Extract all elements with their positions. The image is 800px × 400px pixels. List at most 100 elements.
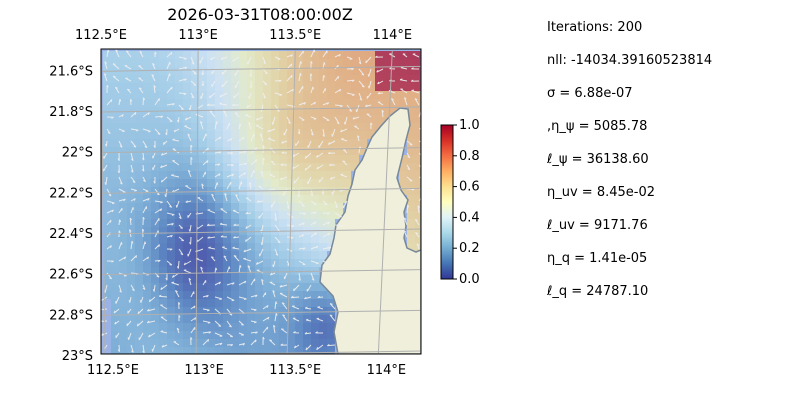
vector-arrow — [399, 78, 408, 82]
heatmap-cell — [335, 131, 343, 139]
vector-arrow — [259, 248, 264, 257]
heatmap-cell — [351, 139, 359, 147]
heatmap-cell — [239, 67, 247, 75]
heatmap-cell — [255, 67, 263, 75]
heatmap-cell — [295, 91, 303, 99]
heatmap-cell — [111, 315, 119, 323]
heatmap-cell — [271, 83, 279, 91]
heatmap-cell — [415, 171, 421, 179]
vector-arrow — [226, 122, 231, 130]
heatmap-cell — [143, 307, 151, 315]
heatmap-cell — [407, 219, 415, 227]
vector-arrow — [160, 164, 168, 169]
vector-arrow — [130, 284, 135, 292]
heatmap-cell — [327, 115, 335, 123]
vector-arrow — [418, 152, 421, 158]
heatmap-cell — [127, 203, 135, 211]
vector-arrow — [400, 88, 408, 94]
heatmap-cell — [263, 163, 271, 171]
heatmap-cell — [311, 259, 319, 267]
vector-arrow — [220, 208, 228, 214]
vector-arrow — [328, 163, 336, 166]
heatmap-cell — [159, 203, 167, 211]
heatmap-cell — [207, 203, 215, 211]
heatmap-cell — [319, 179, 327, 187]
heatmap-cell — [303, 251, 311, 259]
heatmap-cell — [223, 163, 231, 171]
y-tick-label: 22.6°S — [49, 268, 93, 283]
heatmap-cell — [303, 187, 311, 195]
heatmap-cell — [111, 107, 119, 115]
heatmap-cell — [375, 107, 383, 115]
heatmap-cell — [335, 139, 343, 147]
heatmap-cell — [183, 251, 191, 259]
heatmap-cell — [295, 283, 303, 291]
vector-arrow — [322, 246, 332, 250]
heatmap-cell — [175, 331, 183, 339]
heatmap-cell — [303, 211, 311, 219]
vector-arrow — [298, 272, 301, 281]
heatmap-cell — [159, 211, 167, 219]
heatmap-cell — [311, 51, 319, 59]
heatmap-cell — [167, 275, 175, 283]
heatmap-cell — [103, 211, 111, 219]
heatmap-cell — [335, 107, 343, 115]
heatmap-cell — [143, 91, 151, 99]
heatmap-cell — [287, 99, 295, 107]
heatmap-cell — [247, 227, 255, 235]
heatmap-cell — [247, 107, 255, 115]
vector-arrow — [154, 98, 160, 106]
heatmap-cell — [151, 131, 159, 139]
vector-arrow — [154, 200, 163, 204]
heatmap-cell — [279, 339, 287, 347]
heatmap-cell — [199, 251, 207, 259]
heatmap-cell — [135, 299, 143, 307]
vector-arrow — [346, 79, 355, 82]
heatmap-cell — [279, 59, 287, 67]
vector-arrow — [106, 219, 112, 226]
vector-arrow — [297, 128, 301, 135]
heatmap-cell — [255, 211, 263, 219]
vector-arrow — [200, 266, 204, 274]
vector-arrow — [190, 305, 196, 310]
vector-arrow — [178, 212, 182, 220]
heatmap-cell — [127, 299, 135, 307]
heatmap-cell — [255, 339, 263, 347]
vector-arrow — [258, 212, 264, 219]
vector-arrow — [357, 135, 360, 142]
vector-arrow — [137, 308, 144, 315]
heatmap-cell — [239, 283, 247, 291]
heatmap-cell — [263, 331, 271, 339]
heatmap-cell — [383, 51, 391, 59]
heatmap-cell — [231, 203, 239, 211]
vector-arrow — [113, 308, 120, 314]
heatmap-cell — [127, 75, 135, 83]
heatmap-cell — [103, 251, 111, 259]
vector-arrow — [279, 292, 288, 298]
heatmap-cell — [263, 251, 271, 259]
vector-arrow — [209, 110, 216, 118]
heatmap-cell — [343, 155, 351, 163]
heatmap-cell — [303, 99, 311, 107]
heatmap-cell — [191, 251, 199, 259]
vector-arrow — [304, 306, 312, 310]
vector-arrow — [310, 49, 315, 58]
vector-arrow — [255, 124, 264, 130]
heatmap-cell — [319, 99, 327, 107]
vector-arrow — [238, 136, 245, 142]
heatmap-cell — [223, 155, 231, 163]
heatmap-cell — [143, 227, 151, 235]
vector-arrow — [164, 188, 168, 198]
heatmap-cell — [351, 115, 359, 123]
heatmap-cell — [239, 251, 247, 259]
heatmap-cell — [319, 339, 327, 347]
vector-arrow — [154, 259, 161, 263]
vector-arrow — [262, 326, 269, 334]
vector-arrow — [248, 92, 252, 99]
heatmap-cell — [415, 91, 421, 99]
vector-arrow — [322, 260, 331, 265]
heatmap-cell — [295, 235, 303, 243]
heatmap-cell — [407, 139, 415, 147]
heatmap-cell — [247, 339, 255, 347]
heatmap-cell — [231, 307, 239, 315]
